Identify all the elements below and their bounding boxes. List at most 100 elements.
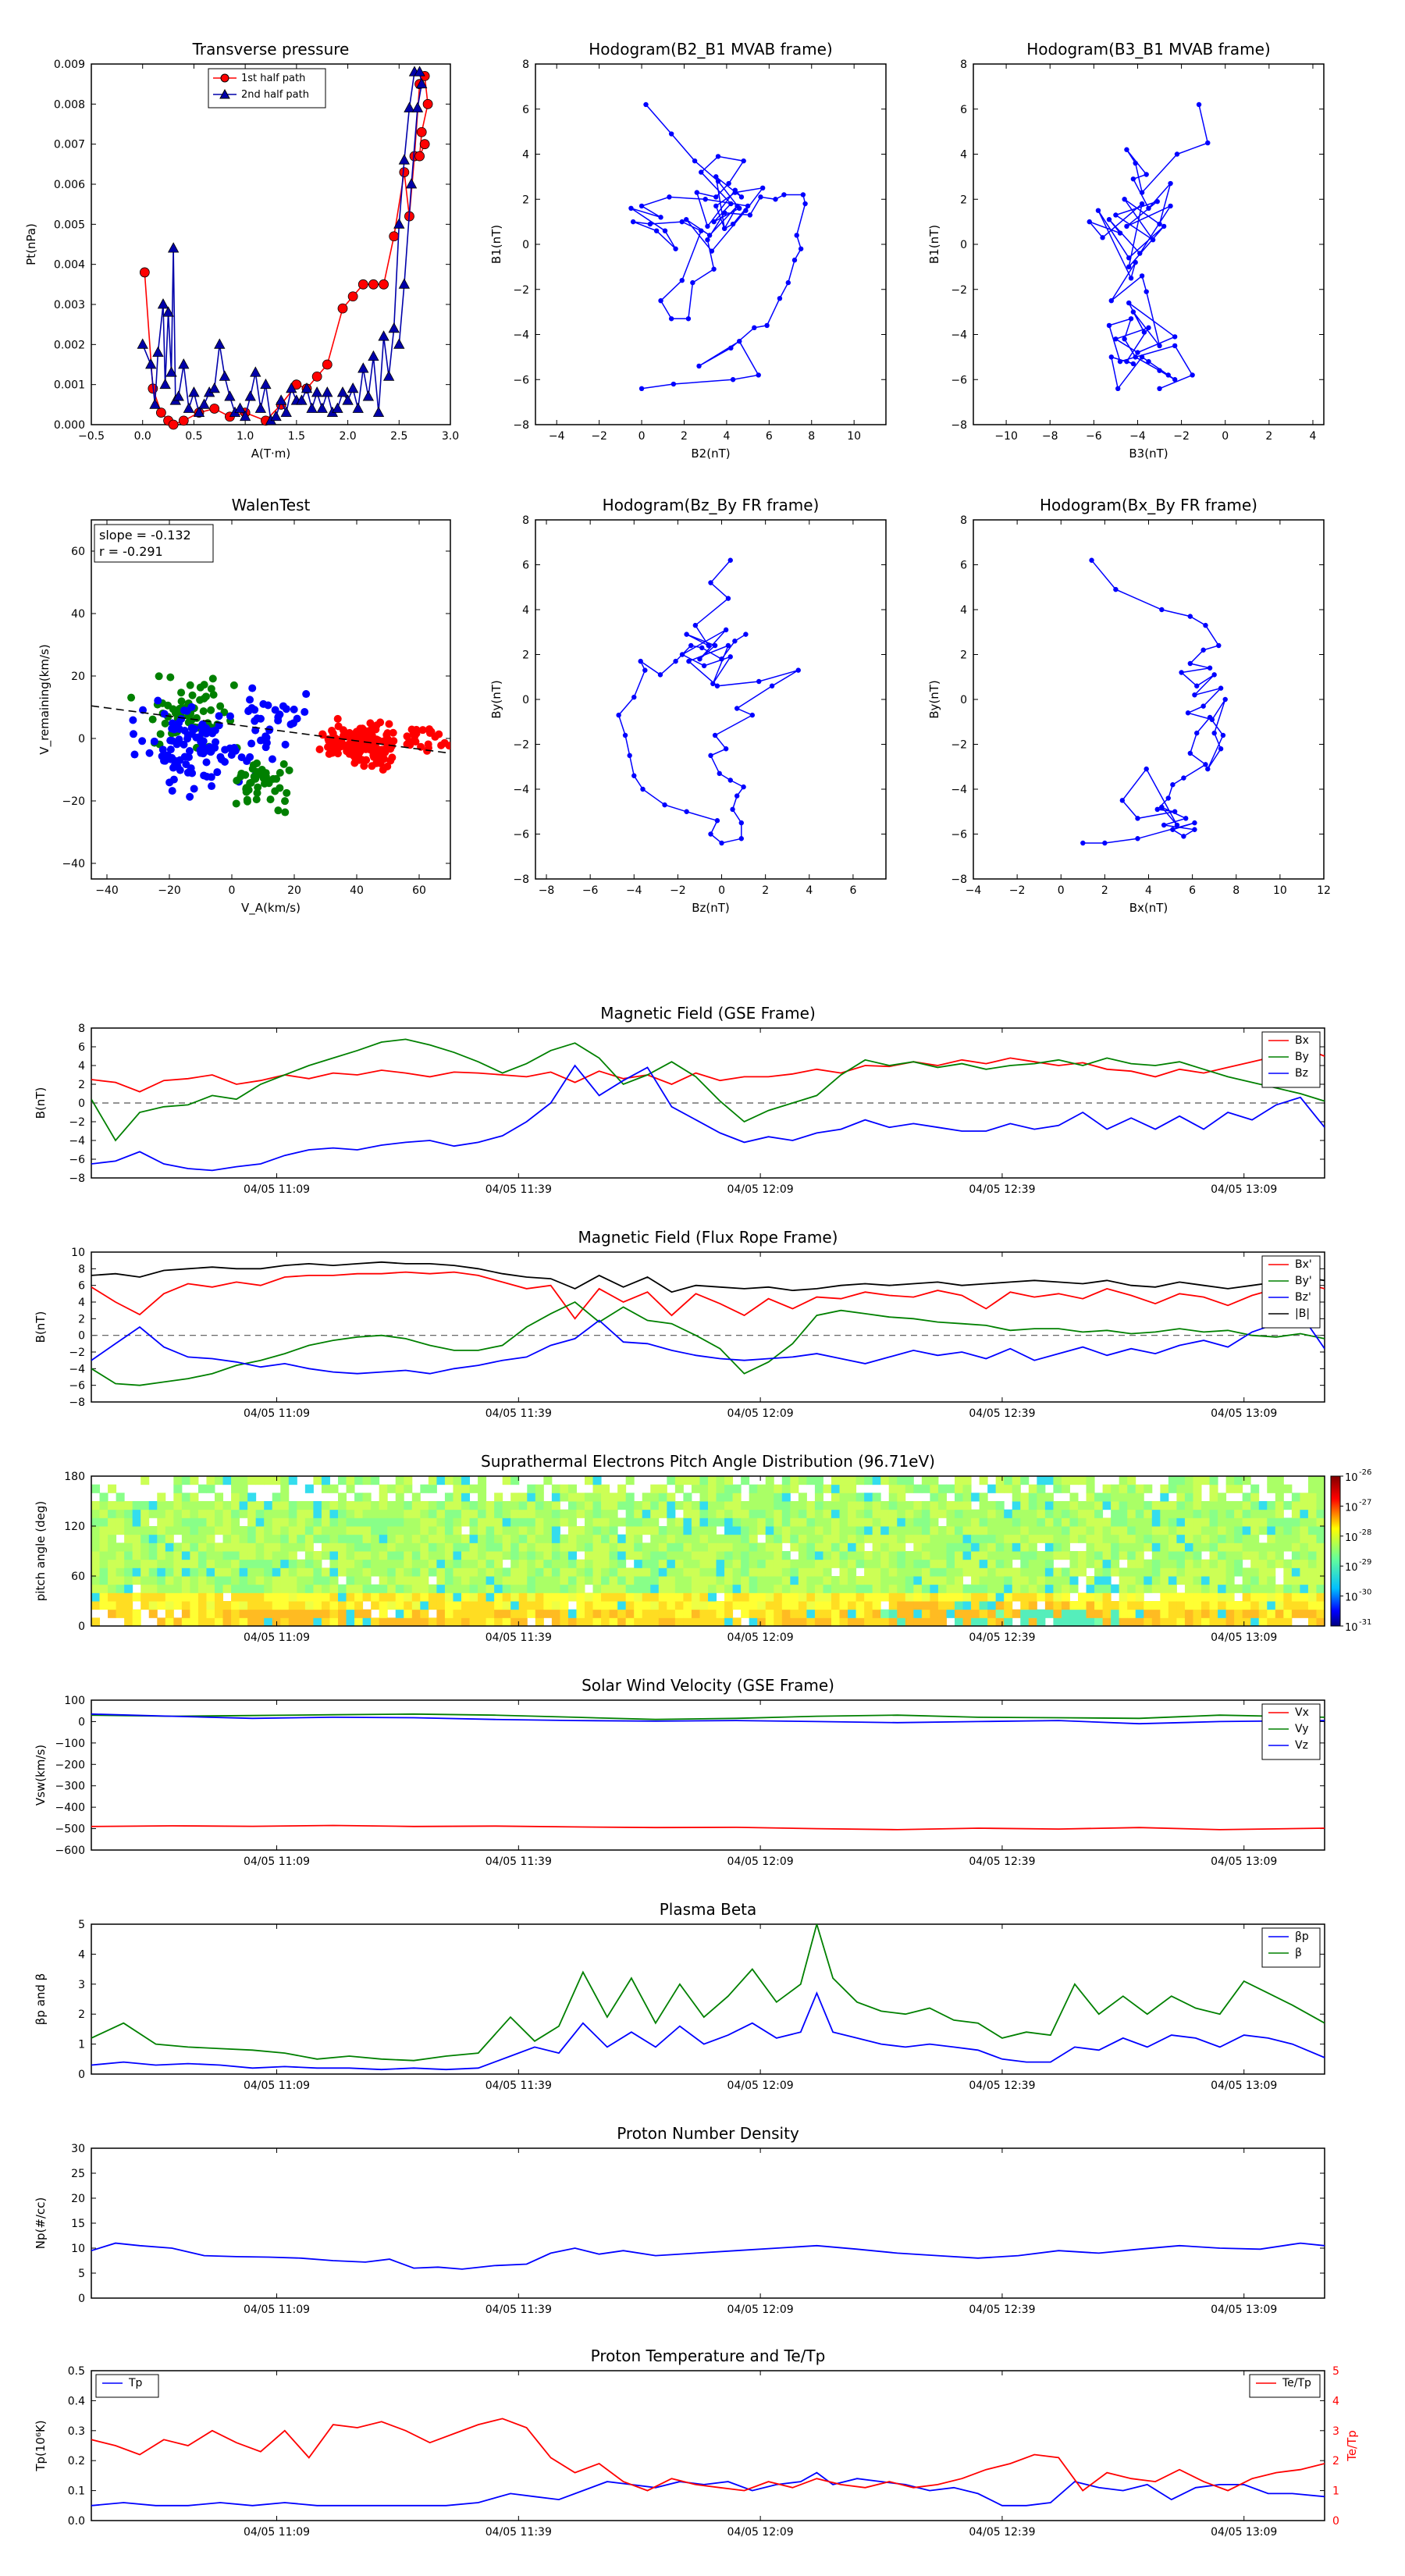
chart-proton-temperature: Proton Temperature and Te/TpTp(10⁶K)0.00… (34, 2347, 1359, 2539)
heatmap-cell (888, 1551, 898, 1560)
heatmap-cell (1028, 1509, 1037, 1518)
data-point (667, 194, 672, 200)
heatmap-cell (814, 1501, 823, 1510)
heatmap-cell (1160, 1584, 1169, 1593)
heatmap-cell (930, 1592, 939, 1602)
data-point (1161, 822, 1167, 828)
heatmap-cell (1111, 1567, 1120, 1577)
heatmap-cell (354, 1592, 364, 1602)
heatmap-cell (108, 1534, 117, 1543)
heatmap-cell (239, 1476, 248, 1485)
heatmap-cell (674, 1584, 684, 1593)
heatmap-cell (510, 1517, 520, 1527)
heatmap-cell (486, 1592, 495, 1602)
heatmap-cell (99, 1542, 108, 1552)
heatmap-cell (1144, 1526, 1153, 1535)
heatmap-cell (231, 1617, 240, 1627)
heatmap-cell (609, 1592, 618, 1602)
y-tick-label: 0.002 (54, 339, 85, 351)
heatmap-cell (765, 1526, 774, 1535)
y-tick-label: 100 (64, 1695, 85, 1707)
chart-title: Hodogram(B2_B1 MVAB frame) (589, 40, 832, 59)
heatmap-cell (116, 1567, 125, 1577)
heatmap-cell (634, 1576, 643, 1585)
heatmap-cell (708, 1501, 717, 1510)
data-point (368, 350, 379, 361)
heatmap-cell (1012, 1542, 1021, 1552)
y-tick-label: 2 (78, 1079, 85, 1091)
heatmap-cells (91, 1476, 1325, 1627)
heatmap-cell (716, 1493, 725, 1502)
heatmap-cell (691, 1476, 700, 1485)
heatmap-cell (674, 1592, 684, 1602)
data-point (1135, 816, 1140, 821)
heatmap-cell (1307, 1501, 1317, 1510)
heatmap-cell (1307, 1617, 1317, 1627)
heatmap-cell (609, 1609, 618, 1618)
heatmap-cell (173, 1576, 183, 1585)
data-point (352, 402, 364, 413)
scatter-point (328, 726, 336, 735)
heatmap-cell (831, 1576, 841, 1585)
heatmap-cell (667, 1567, 676, 1577)
scatter-point (129, 730, 137, 738)
scatter-point (266, 795, 275, 804)
heatmap-cell (140, 1526, 150, 1535)
data-point (730, 377, 736, 382)
heatmap-cell (625, 1476, 635, 1485)
heatmap-cell (494, 1567, 503, 1577)
heatmap-cell (1300, 1551, 1309, 1560)
heatmap-cell (379, 1584, 388, 1593)
data-point (1128, 276, 1134, 281)
scatter-point (180, 740, 188, 749)
heatmap-cell (937, 1576, 947, 1585)
data-point (1200, 647, 1206, 653)
y-tick-label: 180 (64, 1471, 85, 1483)
heatmap-cell (741, 1517, 750, 1527)
heatmap-cell (1160, 1484, 1169, 1493)
heatmap-cell (691, 1567, 700, 1577)
data-point (640, 786, 646, 792)
x-axis-label: B2(nT) (691, 447, 730, 461)
heatmap-cell (724, 1534, 734, 1543)
heatmap-cell (222, 1542, 232, 1552)
heatmap-cell (288, 1542, 297, 1552)
heatmap-cell (585, 1493, 594, 1502)
heatmap-cell (1267, 1576, 1276, 1585)
heatmap-cell (946, 1501, 955, 1510)
heatmap-cell (140, 1551, 150, 1560)
heatmap-cell (1258, 1559, 1268, 1568)
data-point (679, 219, 685, 225)
heatmap-cell (708, 1617, 717, 1627)
y-tick-label: −4 (951, 329, 967, 342)
scatter-point (216, 702, 225, 710)
heatmap-cell (543, 1509, 553, 1518)
heatmap-cell (280, 1484, 290, 1493)
heatmap-cell (280, 1501, 290, 1510)
y-tick-label: 2 (522, 649, 529, 662)
heatmap-cell (486, 1559, 495, 1568)
heatmap-cell (215, 1592, 224, 1602)
data-point (137, 338, 148, 349)
heatmap-cell (420, 1576, 429, 1585)
heatmap-cell (855, 1584, 865, 1593)
heatmap-cell (979, 1567, 988, 1577)
data-point (159, 378, 171, 390)
scatter-point (182, 760, 190, 769)
heatmap-cell (1176, 1501, 1186, 1510)
heatmap-cell (971, 1584, 980, 1593)
heatmap-cell (617, 1551, 627, 1560)
scatter-point (187, 724, 196, 732)
heatmap-cell (404, 1476, 413, 1485)
heatmap-cell (313, 1526, 322, 1535)
heatmap-cell (634, 1617, 643, 1627)
heatmap-cell (625, 1542, 635, 1552)
heatmap-cell (699, 1584, 709, 1593)
heatmap-cell (823, 1567, 832, 1577)
heatmap-cell (995, 1509, 1005, 1518)
heatmap-cell (716, 1567, 725, 1577)
scatter-point (173, 762, 182, 770)
heatmap-cell (979, 1601, 988, 1610)
heatmap-cell (667, 1501, 676, 1510)
heatmap-cell (461, 1517, 471, 1527)
